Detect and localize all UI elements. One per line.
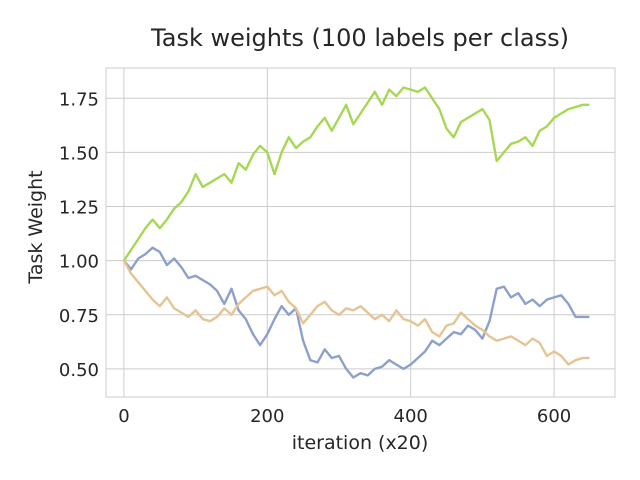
series-line-2	[122, 246, 590, 379]
grid-lines	[106, 68, 615, 397]
y-tick-label: 1.00	[59, 252, 99, 273]
x-tick-label: 600	[537, 406, 571, 427]
y-tick-label: 1.50	[59, 143, 99, 164]
x-tick-label: 0	[118, 406, 129, 427]
x-tick-label: 200	[250, 406, 284, 427]
series-lines	[122, 86, 590, 379]
y-axis-label: Task Weight	[25, 170, 47, 284]
x-tick-label: 400	[394, 406, 428, 427]
x-axis-label: iteration (x20)	[292, 432, 429, 454]
series-line-3	[122, 259, 590, 366]
chart-title: Task weights (100 labels per class)	[150, 24, 569, 52]
y-tick-label: 0.50	[59, 360, 99, 381]
y-tick-label: 0.75	[59, 306, 99, 327]
plot-frame	[105, 67, 616, 398]
series-line-1	[122, 86, 590, 262]
tick-labels: 0 200 400 600 0.50 0.75 1.00 1.25 1.50 1.75	[59, 89, 571, 427]
y-tick-label: 1.75	[59, 89, 99, 110]
y-tick-label: 1.25	[59, 198, 99, 219]
